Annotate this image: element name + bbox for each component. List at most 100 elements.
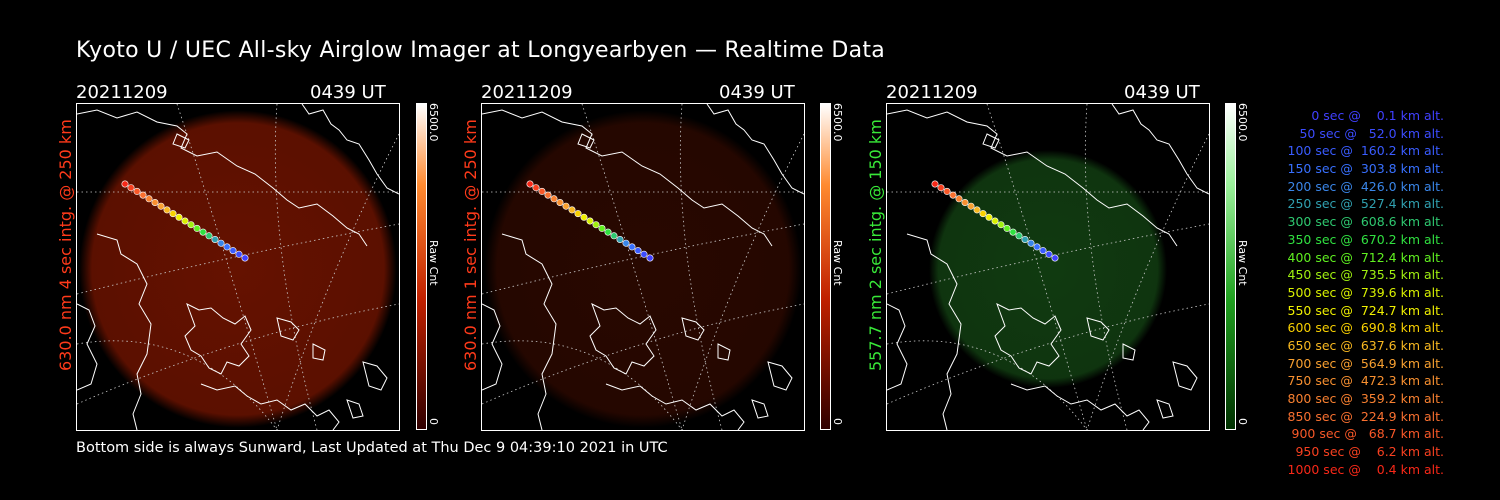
legend-row: 750 sec @ 472.3 km alt. bbox=[1283, 373, 1445, 389]
panel-2-colorbar-min: 0 bbox=[831, 418, 844, 425]
page-title: Kyoto U / UEC All-sky Airglow Imager at … bbox=[76, 38, 886, 63]
legend-row: 100 sec @ 160.2 km alt. bbox=[1283, 143, 1445, 159]
coastline bbox=[1086, 317, 1110, 341]
trajectory-point bbox=[961, 199, 969, 207]
trajectory-point bbox=[640, 250, 648, 258]
trajectory-point bbox=[145, 195, 153, 203]
trajectory-point bbox=[556, 199, 564, 207]
legend-row: 300 sec @ 608.6 km alt. bbox=[1283, 214, 1445, 230]
coastline bbox=[482, 109, 773, 247]
panel-3-colorbar-min: 0 bbox=[1236, 418, 1249, 425]
latitude-line bbox=[887, 303, 1209, 405]
trajectory-point bbox=[526, 180, 534, 188]
trajectory-point bbox=[169, 210, 177, 218]
coastline bbox=[577, 133, 595, 149]
panel-2-time: 0439 UT bbox=[719, 82, 795, 103]
trajectory-point bbox=[157, 202, 165, 210]
panel-1-colorbar bbox=[416, 103, 427, 430]
panel-1-date: 20211209 bbox=[76, 82, 168, 103]
panel-3-colorbar bbox=[1225, 103, 1236, 430]
trajectory-point bbox=[550, 195, 558, 203]
trajectory-point bbox=[1027, 239, 1035, 247]
legend-row: 900 sec @ 68.7 km alt. bbox=[1287, 426, 1444, 442]
coastline bbox=[1010, 383, 1150, 430]
trajectory-point bbox=[628, 243, 636, 251]
panel-1-colorbar-max: 6500.0 bbox=[427, 103, 440, 142]
coastline bbox=[589, 302, 657, 375]
trajectory-point bbox=[979, 210, 987, 218]
coastline bbox=[605, 383, 745, 430]
trajectory-point bbox=[241, 254, 249, 262]
coastline bbox=[1156, 399, 1174, 419]
coastline bbox=[706, 104, 804, 195]
legend-row: 150 sec @ 303.8 km alt. bbox=[1283, 161, 1445, 177]
coastline bbox=[312, 343, 326, 361]
trajectory-point bbox=[205, 232, 213, 240]
legend-row: 850 sec @ 224.9 km alt. bbox=[1283, 408, 1445, 424]
airglow-disc bbox=[484, 110, 802, 428]
footer-update-note: Bottom side is always Sunward, Last Upda… bbox=[76, 440, 668, 456]
panel-3-colorbar-unit: Raw Cnt bbox=[1236, 240, 1249, 286]
coastline bbox=[751, 399, 769, 419]
longitude-line bbox=[1086, 133, 1209, 430]
panel-3-time: 0439 UT bbox=[1124, 82, 1200, 103]
trajectory-point bbox=[229, 247, 237, 255]
longitude-line bbox=[274, 104, 318, 430]
trajectory-point bbox=[217, 239, 225, 247]
panel-2-wavelength-label: 630.0 nm 1 sec intg. @ 250 km bbox=[461, 119, 480, 371]
trajectory-point bbox=[997, 221, 1005, 229]
coastline bbox=[346, 399, 364, 419]
trajectory-point bbox=[586, 217, 594, 225]
trajectory-point bbox=[532, 184, 540, 192]
panel-3-wavelength-label: 557.7 nm 2 sec intg. @ 150 km bbox=[866, 119, 885, 371]
trajectory-point bbox=[139, 191, 147, 199]
legend-row: 400 sec @ 712.4 km alt. bbox=[1283, 249, 1445, 265]
trajectory-point bbox=[544, 191, 552, 199]
trajectory-point bbox=[937, 184, 945, 192]
trajectory-point bbox=[973, 206, 981, 214]
legend-row: 1000 sec @ 0.4 km alt. bbox=[1287, 461, 1444, 477]
longitude-line bbox=[276, 133, 399, 430]
legend-row: 550 sec @ 724.7 km alt. bbox=[1283, 302, 1445, 318]
trajectory-point bbox=[598, 224, 606, 232]
coastline bbox=[77, 109, 368, 247]
legend-row: 600 sec @ 690.8 km alt. bbox=[1283, 320, 1445, 336]
trajectory-point bbox=[574, 210, 582, 218]
coastline bbox=[362, 361, 388, 391]
longitude-line bbox=[679, 104, 723, 430]
coastline bbox=[982, 133, 1000, 149]
coastline bbox=[1172, 361, 1198, 391]
coastline bbox=[887, 109, 1178, 247]
coastline bbox=[184, 302, 252, 375]
trajectory-point bbox=[1021, 236, 1029, 244]
legend-row: 700 sec @ 564.9 km alt. bbox=[1283, 355, 1445, 371]
trajectory-point bbox=[1045, 250, 1053, 258]
trajectory-point bbox=[211, 236, 219, 244]
trajectory-point bbox=[1033, 243, 1041, 251]
trajectory-point bbox=[568, 206, 576, 214]
coastline bbox=[200, 383, 340, 430]
legend-row: 200 sec @ 426.0 km alt. bbox=[1283, 178, 1445, 194]
coastline bbox=[717, 343, 731, 361]
latitude-line bbox=[482, 303, 804, 405]
legend-row: 450 sec @ 735.5 km alt. bbox=[1283, 267, 1445, 283]
legend-row: 800 sec @ 359.2 km alt. bbox=[1283, 391, 1445, 406]
trajectory-point bbox=[1015, 232, 1023, 240]
trajectory-point bbox=[175, 213, 183, 221]
trajectory-point bbox=[223, 243, 231, 251]
longitude-line bbox=[887, 340, 1088, 430]
coastline bbox=[77, 303, 98, 391]
trajectory-point bbox=[127, 184, 135, 192]
trajectory-point bbox=[967, 202, 975, 210]
coastline bbox=[906, 233, 962, 430]
coastline bbox=[301, 104, 399, 195]
coastline bbox=[1122, 343, 1136, 361]
trajectory-point bbox=[592, 221, 600, 229]
coastline bbox=[1111, 104, 1209, 195]
trajectory-point bbox=[133, 187, 141, 195]
trajectory-point bbox=[616, 236, 624, 244]
trajectory-point bbox=[604, 228, 612, 236]
panel-3-colorbar-max: 6500.0 bbox=[1236, 103, 1249, 142]
panel-2-date: 20211209 bbox=[481, 82, 573, 103]
panel-2-colorbar bbox=[820, 103, 831, 430]
